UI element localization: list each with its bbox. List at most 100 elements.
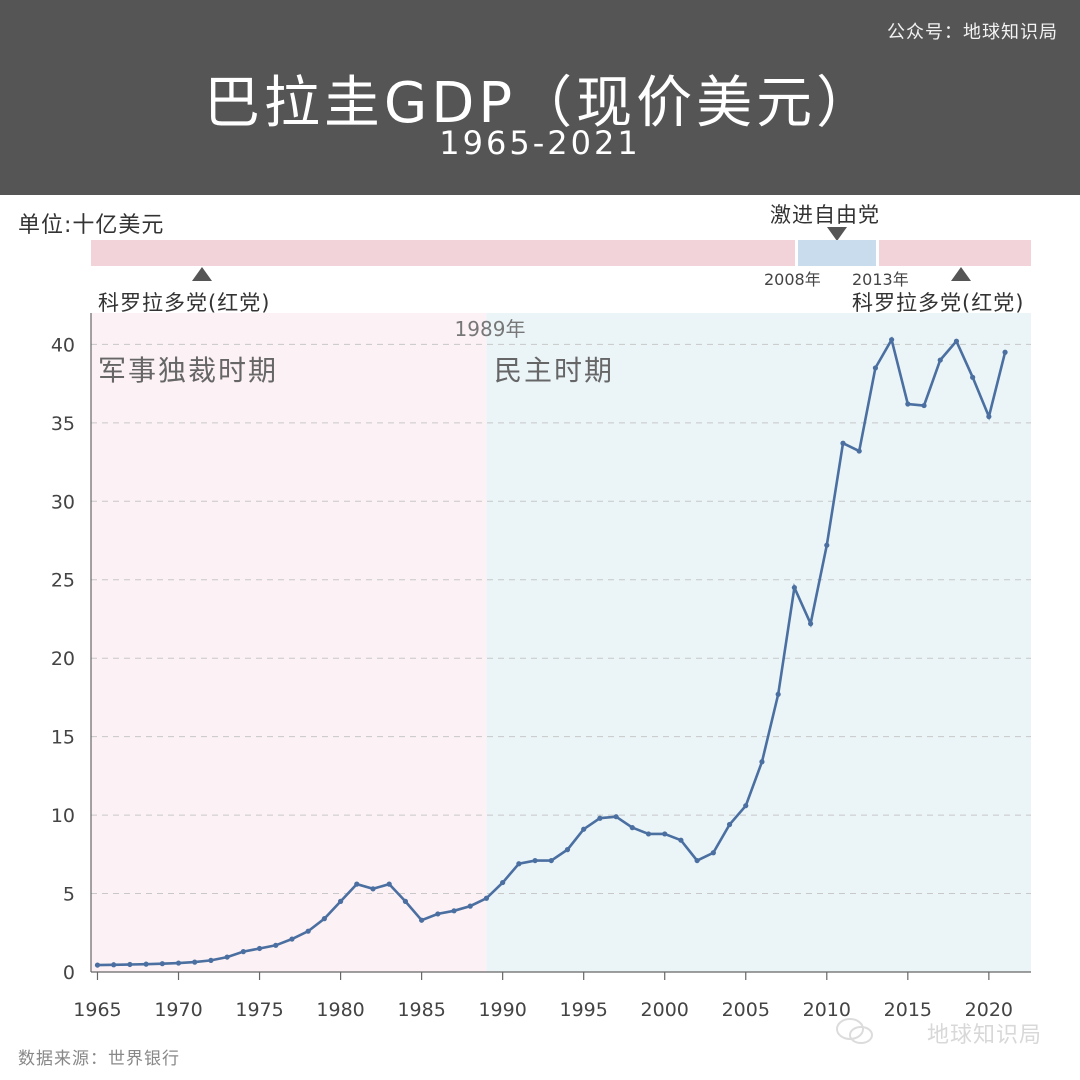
red-party-marker-left-icon: [192, 267, 212, 281]
y-axis-ticks: 0 5 10 15 20 25 30 35 40: [51, 334, 75, 984]
data-point-1974: [240, 949, 246, 955]
period-divider-label: 1989年: [455, 317, 526, 341]
data-point-1980: [337, 898, 344, 904]
x-tick-label-2015: 2015: [884, 999, 932, 1021]
military-period-label: 军事独裁时期: [98, 354, 278, 387]
y-tick-label-20: 20: [51, 648, 75, 670]
democracy-period-label: 民主时期: [494, 354, 614, 387]
year-2013-label: 2013年: [852, 270, 909, 289]
x-tick-label-1970: 1970: [154, 999, 202, 1021]
data-point-2006: [759, 759, 765, 765]
data-point-2017: [937, 357, 943, 363]
data-point-1977: [289, 936, 295, 942]
data-point-1992: [532, 857, 538, 864]
data-point-2002: [694, 857, 700, 864]
data-point-1978: [305, 928, 311, 934]
liberal-party-marker-icon: [827, 227, 847, 241]
data-point-1979: [321, 916, 327, 922]
x-tick-label-1985: 1985: [397, 999, 445, 1021]
data-point-1986: [435, 911, 441, 917]
y-tick-label-40: 40: [51, 334, 75, 356]
data-point-2010: [824, 542, 830, 548]
data-point-1970: [175, 960, 182, 966]
data-point-2011: [840, 440, 846, 446]
data-point-2016: [921, 402, 927, 409]
military-period-background: [91, 313, 487, 972]
data-point-2007: [775, 691, 781, 697]
democracy-period-background: [486, 313, 1032, 972]
data-point-1982: [370, 886, 376, 892]
data-point-1966: [111, 962, 117, 968]
y-tick-label-10: 10: [51, 805, 75, 827]
data-point-1995: [581, 826, 587, 832]
data-point-1975: [256, 945, 263, 952]
header-banner: 公众号：地球知识局 巴拉圭GDP（现价美元） 1965-2021: [0, 0, 1080, 195]
y-tick-label-35: 35: [51, 413, 75, 435]
chart-subtitle: 1965-2021: [439, 124, 641, 162]
data-point-1971: [192, 959, 198, 965]
y-tick-label-0: 0: [63, 962, 75, 984]
chart-title: 巴拉圭GDP（现价美元）: [203, 71, 877, 136]
data-point-1969: [159, 961, 165, 967]
data-point-1984: [402, 898, 409, 904]
data-point-2004: [726, 821, 733, 828]
data-point-2018: [953, 338, 960, 344]
data-point-2009: [807, 621, 814, 627]
data-point-1993: [548, 857, 554, 864]
red-party-marker-right-icon: [951, 267, 971, 281]
liberal-party-label: 激进自由党: [770, 203, 880, 227]
party-bar-liberal-2008-2013: [798, 240, 876, 266]
x-tick-label-1975: 1975: [235, 999, 283, 1021]
x-axis-ticks: 1965 1970 1975 1980 1985 1990 1995 2000 2005 2010…: [73, 972, 1013, 1021]
grid-lines: [91, 343, 1031, 895]
data-point-1990: [500, 879, 506, 886]
data-point-1976: [273, 942, 279, 948]
data-point-2000: [662, 831, 668, 837]
watermark: 地球知识局: [926, 1023, 1042, 1048]
data-point-1988: [467, 903, 473, 909]
data-point-1987: [451, 908, 457, 914]
y-tick-label-5: 5: [63, 884, 75, 906]
data-point-1999: [645, 831, 652, 837]
data-point-1994: [564, 847, 571, 853]
data-point-1965: [94, 962, 101, 968]
year-2008-label: 2008年: [764, 270, 821, 289]
y-tick-label-15: 15: [51, 727, 75, 749]
axes: [90, 313, 1031, 973]
x-tick-label-2010: 2010: [803, 999, 851, 1021]
data-point-2019: [970, 374, 976, 380]
x-tick-label-2005: 2005: [722, 999, 770, 1021]
data-point-1991: [516, 861, 522, 867]
y-tick-label-25: 25: [51, 570, 75, 592]
data-point-2014: [889, 337, 895, 343]
x-tick-label-1965: 1965: [73, 999, 121, 1021]
data-point-1983: [386, 881, 392, 887]
data-point-1998: [629, 825, 635, 831]
x-tick-label-1990: 1990: [478, 999, 526, 1021]
data-point-1989: [483, 895, 490, 901]
red-party-label-left: 科罗拉多党(红党): [98, 291, 271, 315]
unit-label: 单位:十亿美元: [18, 213, 165, 238]
data-point-1972: [208, 957, 214, 963]
data-point-2003: [710, 850, 716, 856]
data-point-2021: [1002, 349, 1008, 355]
y-tick-label-30: 30: [51, 491, 75, 513]
data-point-1968: [143, 961, 149, 967]
data-point-1967: [127, 961, 133, 968]
party-bar-red-2013-2021: [879, 240, 1031, 266]
party-bar-red-1965-2008: [91, 240, 795, 266]
x-tick-label-1980: 1980: [316, 999, 364, 1021]
data-point-2013: [872, 365, 879, 371]
data-source: 数据来源：世界银行: [18, 1049, 180, 1069]
data-point-2015: [905, 401, 911, 407]
data-point-2020: [986, 413, 992, 420]
wechat-icon: [836, 1018, 873, 1044]
data-point-1973: [224, 954, 230, 960]
x-tick-label-2020: 2020: [965, 999, 1013, 1021]
data-point-1997: [613, 814, 619, 820]
x-tick-label-2000: 2000: [641, 999, 689, 1021]
data-point-2008: [791, 584, 797, 591]
x-tick-label-1995: 1995: [560, 999, 608, 1021]
red-party-label-right: 科罗拉多党(红党): [852, 291, 1025, 315]
